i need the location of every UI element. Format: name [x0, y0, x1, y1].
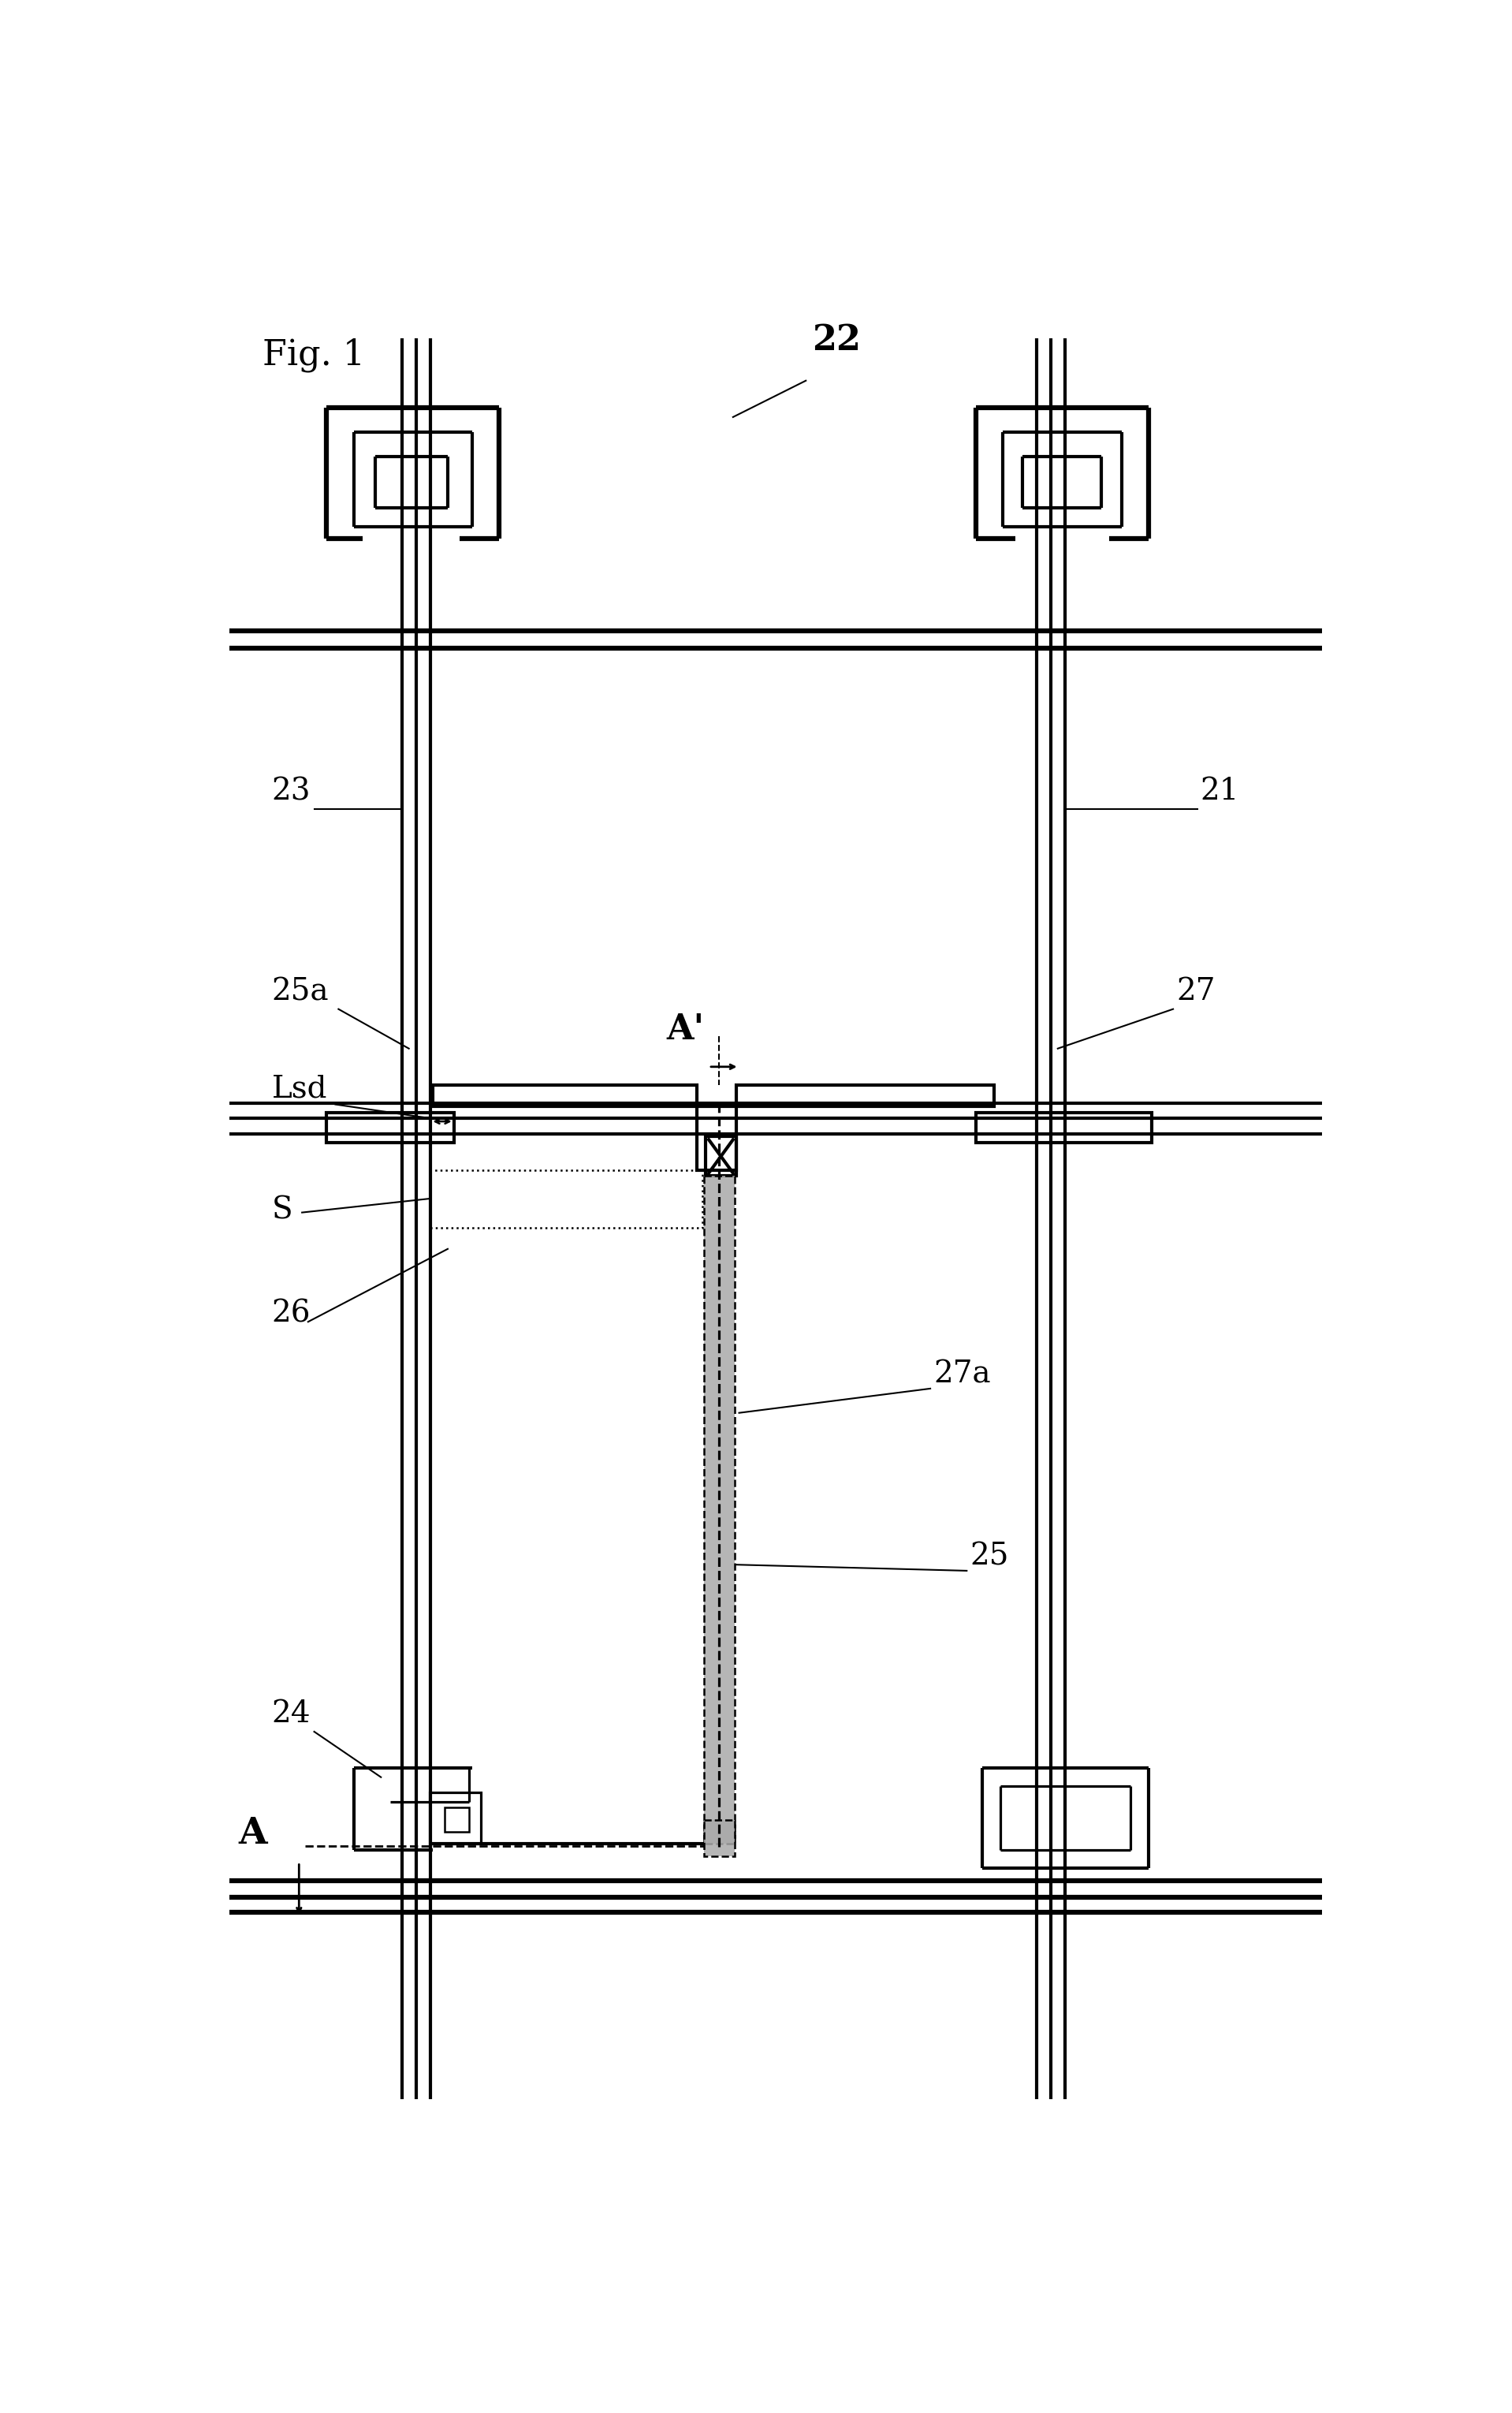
Bar [975, 1112, 1152, 1144]
Bar [736, 1086, 993, 1105]
Text: A': A' [667, 1013, 705, 1047]
Bar [705, 1819, 735, 1856]
Bar [429, 1793, 481, 1844]
Bar [705, 1175, 735, 1844]
Text: Lsd: Lsd [272, 1074, 327, 1103]
Text: S: S [272, 1197, 293, 1226]
Bar [705, 1175, 735, 1844]
Text: 27: 27 [1176, 977, 1216, 1006]
Text: 26: 26 [272, 1298, 310, 1327]
Bar [705, 1819, 735, 1856]
Text: 23: 23 [272, 777, 310, 806]
Bar [327, 1112, 454, 1144]
Bar [429, 1170, 703, 1228]
Text: 25a: 25a [272, 977, 330, 1006]
Text: 25: 25 [969, 1542, 1009, 1571]
Text: Fig. 1: Fig. 1 [263, 338, 366, 372]
Text: 27a: 27a [933, 1359, 990, 1390]
Bar [706, 1137, 736, 1175]
Text: 21: 21 [1201, 777, 1240, 806]
Bar [697, 1105, 736, 1170]
Bar [432, 1086, 697, 1105]
Text: 24: 24 [272, 1699, 311, 1728]
Text: A: A [239, 1815, 268, 1851]
Text: 22: 22 [812, 323, 860, 357]
Bar [445, 1807, 469, 1831]
